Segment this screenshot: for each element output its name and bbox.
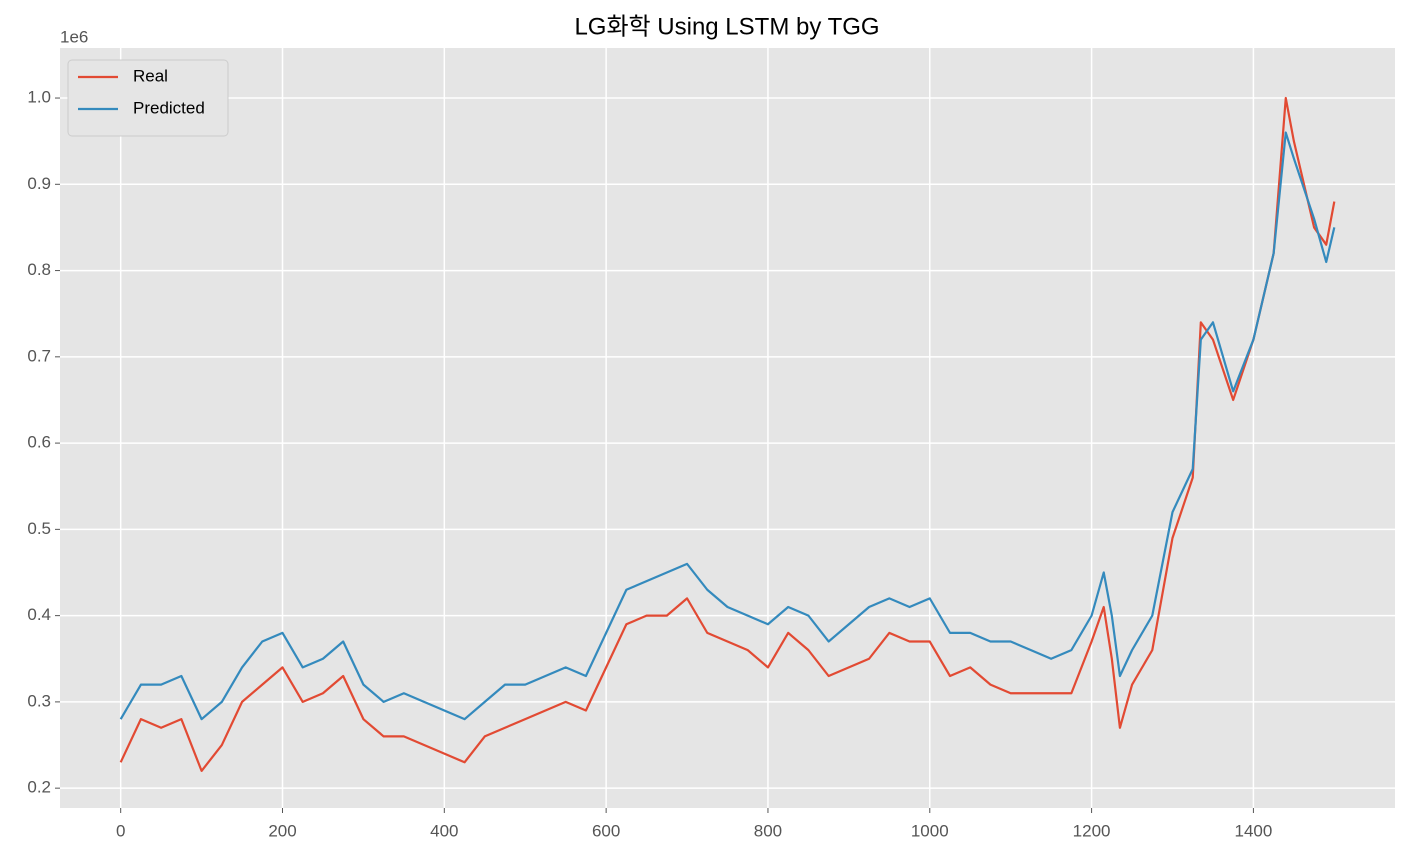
legend-box [67,59,229,137]
data-line [119,96,1336,773]
y-tick-label: 0.3 [27,691,51,710]
x-tick-label: 200 [268,821,296,840]
legend-label: Predicted [133,98,205,117]
x-tick-label: 1400 [1234,821,1272,840]
y-tick-label: 0.7 [27,346,51,365]
y-tick-label: 0.4 [27,605,51,624]
x-tick-label: 400 [430,821,458,840]
y-tick-label: 0.2 [27,778,51,797]
data-line [119,131,1336,721]
x-tick-label: 0 [116,821,125,840]
x-tick-label: 1200 [1073,821,1111,840]
x-tick-label: 800 [754,821,782,840]
legend-label: Real [133,66,168,85]
chart-title: LG화학 Using LSTM by TGG [574,13,879,40]
y-tick-label: 0.8 [27,260,51,279]
y-tick-label: 0.9 [27,174,51,193]
y-offset-label: 1e6 [60,27,88,46]
y-tick-label: 1.0 [27,88,51,107]
x-tick-label: 600 [592,821,620,840]
legend: Real Predicted [67,59,229,137]
x-tick-label: 1000 [911,821,949,840]
y-tick-label: 0.5 [27,519,51,538]
y-tick-label: 0.6 [27,433,51,452]
